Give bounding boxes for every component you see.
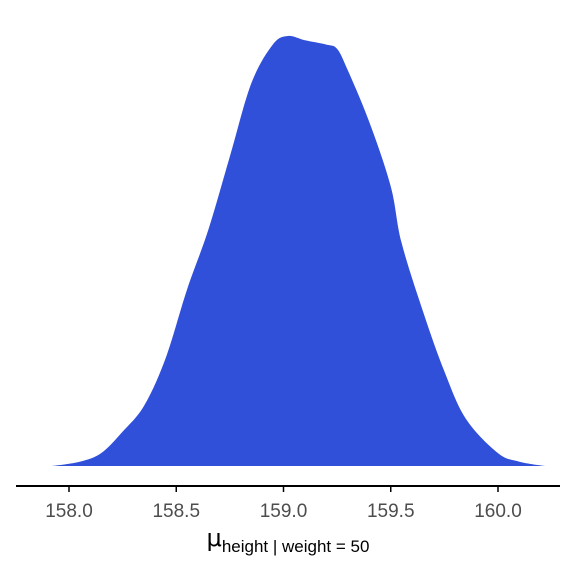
x-axis-label: μheight | weight = 50	[207, 524, 370, 556]
density-area	[51, 35, 546, 467]
x-axis-label-symbol: μ	[207, 524, 222, 552]
x-tick-label: 158.0	[45, 501, 93, 522]
x-axis-label-subscript: height | weight = 50	[222, 537, 370, 556]
x-tick-label: 159.5	[367, 501, 415, 522]
x-axis-ticks: 158.0 158.5 159.0 159.5 160.0	[45, 486, 522, 522]
x-tick-label: 159.0	[260, 501, 308, 522]
x-tick-label: 158.5	[152, 501, 200, 522]
x-tick-label: 160.0	[474, 501, 522, 522]
